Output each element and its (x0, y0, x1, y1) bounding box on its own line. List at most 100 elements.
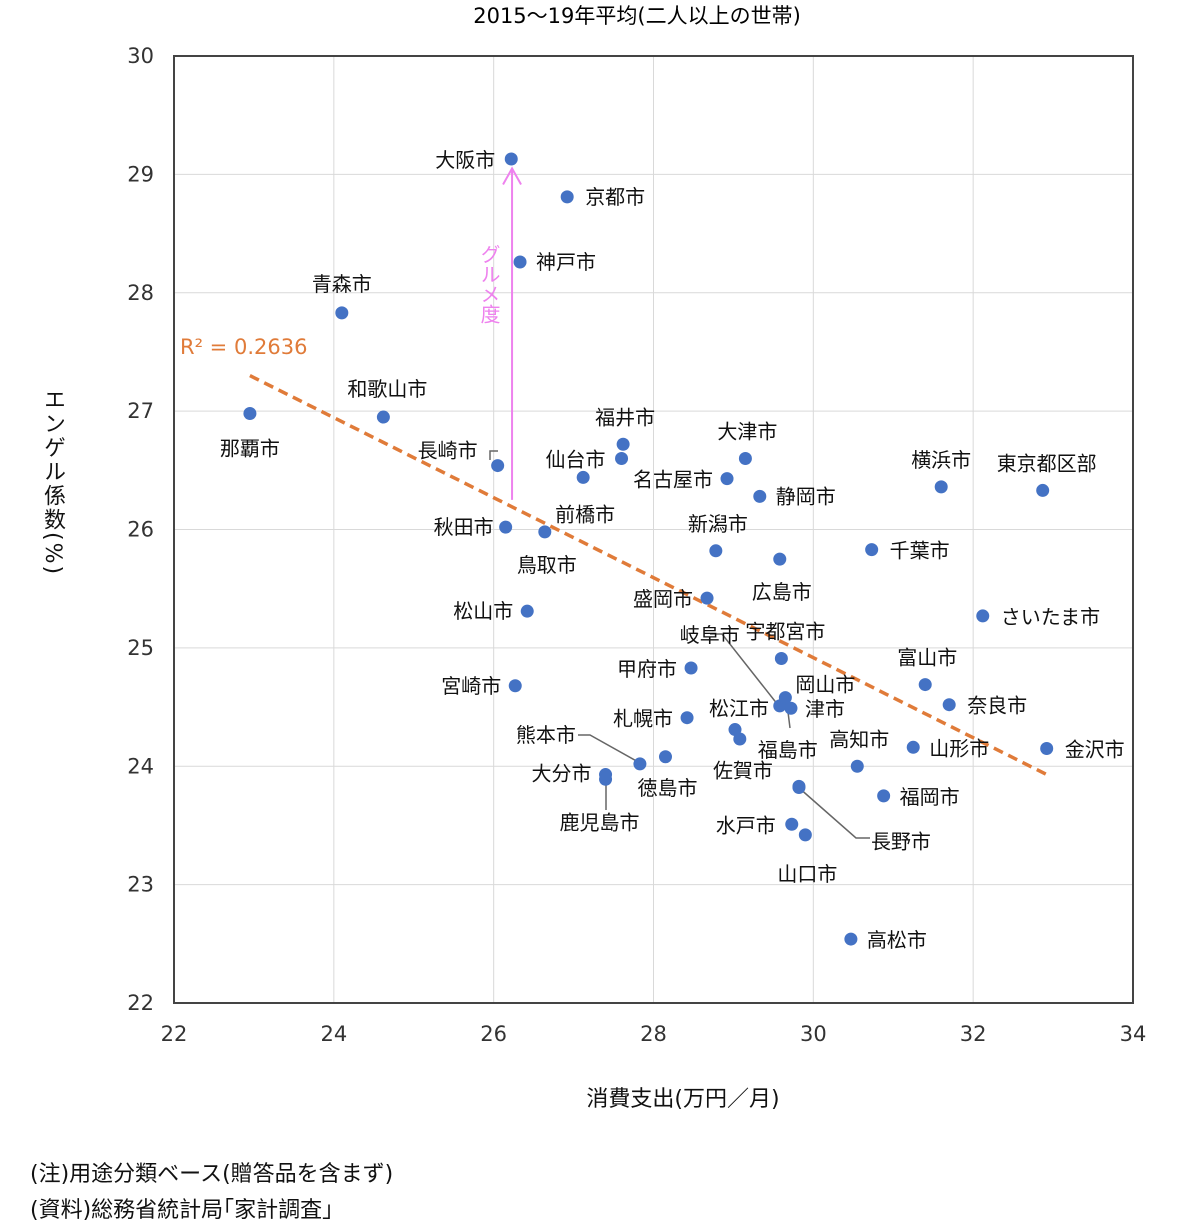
y-tick-label: 26 (127, 518, 154, 542)
point-label: 長崎市 (418, 439, 478, 463)
data-point (784, 701, 798, 715)
data-point (376, 410, 390, 424)
data-points (243, 152, 1054, 946)
point-label: 福岡市 (900, 785, 960, 809)
point-label: 福井市 (595, 405, 655, 429)
point-label: 札幌市 (613, 707, 673, 731)
data-point (785, 817, 799, 831)
point-label: 東京都区部 (997, 451, 1097, 475)
point-label: 松山市 (453, 599, 513, 623)
y-tick-label: 29 (127, 162, 154, 186)
point-label: 和歌山市 (347, 377, 427, 401)
data-point (738, 451, 752, 465)
data-point (616, 437, 630, 451)
point-label: 金沢市 (1065, 737, 1125, 761)
point-label: 山口市 (777, 862, 837, 886)
data-point (1040, 741, 1054, 755)
leader-line (489, 450, 498, 460)
point-label: 鹿児島市 (560, 810, 640, 834)
y-tick-label: 30 (127, 44, 154, 68)
data-point (753, 489, 767, 503)
x-tick-label: 28 (640, 1022, 667, 1046)
point-label: 仙台市 (546, 447, 606, 471)
point-label: 前橋市 (555, 502, 615, 526)
data-point (850, 759, 864, 773)
point-label: 青森市 (312, 272, 372, 296)
x-tick-label: 24 (320, 1022, 347, 1046)
data-point (658, 750, 672, 764)
data-point (491, 459, 505, 473)
tick-labels: 22 24 26 28 30 32 34 30 29 28 27 26 25 24 23 22 (127, 44, 1146, 1046)
point-label: 大阪市 (435, 148, 495, 172)
plot-frame (173, 55, 1134, 1004)
data-point (499, 520, 513, 534)
gourmet-arrow (502, 166, 522, 500)
point-label: 広島市 (752, 580, 812, 604)
chart-subtitle: 2015～19年平均(二人以上の世帯) (473, 4, 801, 28)
y-tick-label: 24 (127, 754, 154, 778)
data-point (792, 779, 806, 793)
data-point (778, 691, 792, 705)
leader-lines (489, 450, 870, 839)
data-point (335, 306, 349, 320)
y-tick-label: 22 (127, 991, 154, 1015)
point-label: 福島市 (758, 738, 818, 762)
x-axis-label: 消費支出(万円／月) (586, 1087, 779, 1112)
data-point (615, 451, 629, 465)
data-point (774, 652, 788, 666)
y-tick-label: 23 (127, 873, 154, 897)
gourmet-label: グルメ度 (477, 244, 501, 324)
data-point (865, 543, 879, 557)
point-label: 甲府市 (617, 657, 677, 681)
data-point (700, 591, 714, 605)
point-label: 富山市 (897, 646, 957, 670)
point-label: 鳥取市 (517, 553, 577, 577)
point-label: 京都市 (585, 185, 645, 209)
point-label: 大分市 (532, 762, 592, 786)
data-point (798, 828, 812, 842)
y-axis-label: エンゲル係数(%) (40, 388, 65, 577)
point-label: 盛岡市 (633, 587, 693, 611)
source-note: (資料)総務省統計局｢家計調査｣ (30, 1198, 334, 1223)
point-label: 千葉市 (890, 539, 950, 563)
data-point (1036, 483, 1050, 497)
point-label: 熊本市 (516, 723, 576, 747)
data-point (844, 932, 858, 946)
footnote: (注)用途分類ベース(贈答品を含まず) (30, 1162, 394, 1187)
point-label: 津市 (805, 697, 845, 721)
x-tick-label: 26 (480, 1022, 507, 1046)
point-label: 神戸市 (536, 250, 596, 274)
point-label: 松江市 (709, 697, 769, 721)
point-label: 山形市 (929, 736, 989, 760)
data-point (504, 152, 518, 166)
data-point (709, 544, 723, 558)
point-label: 那覇市 (220, 436, 280, 460)
point-label: 高知市 (829, 727, 889, 751)
point-label: 宇都宮市 (745, 620, 825, 644)
data-point (243, 406, 257, 420)
data-point (918, 678, 932, 692)
data-point (877, 789, 891, 803)
arrow-head (502, 166, 522, 185)
point-label: 秋田市 (434, 515, 494, 539)
grid-lines (173, 55, 1134, 1004)
point-label: 横浜市 (911, 448, 971, 472)
data-point (684, 661, 698, 675)
point-label: 水戸市 (716, 813, 776, 837)
y-tick-label: 28 (127, 281, 154, 305)
data-point (513, 255, 527, 269)
point-label: 長野市 (871, 829, 931, 853)
point-label: 岐阜市 (680, 623, 740, 647)
trendline (249, 374, 1050, 778)
y-tick-label: 25 (127, 636, 154, 660)
point-label: さいたま市 (1001, 605, 1100, 629)
data-point (976, 609, 990, 623)
x-tick-label: 32 (960, 1022, 987, 1046)
leader-line (710, 633, 779, 706)
point-label: 新潟市 (688, 512, 748, 536)
point-label: 奈良市 (967, 694, 1027, 718)
r-squared-label: R² = 0.2636 (180, 335, 307, 359)
point-label: 高松市 (867, 928, 927, 952)
point-label: 岡山市 (795, 673, 855, 697)
x-tick-label: 34 (1120, 1022, 1147, 1046)
